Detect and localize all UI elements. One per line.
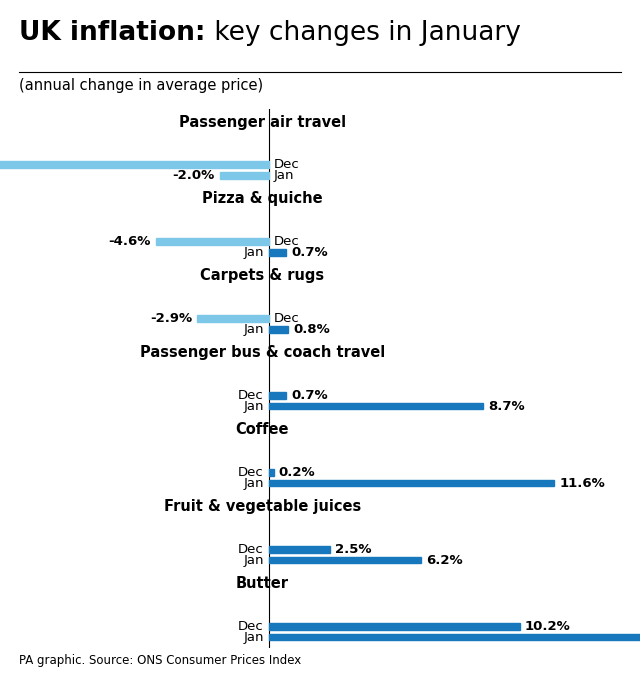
Text: Dec: Dec	[274, 312, 300, 325]
Text: 2.5%: 2.5%	[335, 543, 372, 556]
Bar	[220, 172, 269, 179]
Bar	[0, 161, 269, 168]
Text: 0.7%: 0.7%	[291, 389, 328, 402]
Bar	[269, 249, 286, 256]
Text: UK inflation:: UK inflation:	[19, 20, 205, 46]
Bar	[197, 315, 269, 322]
Text: PA graphic. Source: ONS Consumer Prices Index: PA graphic. Source: ONS Consumer Prices …	[19, 654, 301, 667]
Text: Jan: Jan	[243, 631, 264, 644]
Text: Jan: Jan	[243, 477, 264, 490]
Bar	[269, 634, 640, 640]
Text: 8.7%: 8.7%	[488, 400, 525, 413]
Text: Jan: Jan	[274, 169, 294, 182]
Bar	[269, 480, 554, 486]
Text: -2.9%: -2.9%	[150, 312, 192, 325]
Text: 0.2%: 0.2%	[279, 466, 316, 479]
Text: Pizza & quiche: Pizza & quiche	[202, 192, 323, 207]
Text: Fruit & vegetable juices: Fruit & vegetable juices	[164, 499, 361, 514]
Text: Passenger air travel: Passenger air travel	[179, 115, 346, 130]
Text: (annual change in average price): (annual change in average price)	[19, 78, 263, 93]
Text: 11.6%: 11.6%	[559, 477, 605, 490]
Bar	[269, 403, 483, 409]
Text: Coffee: Coffee	[236, 422, 289, 437]
Bar	[269, 546, 330, 552]
Bar	[269, 557, 421, 563]
Text: Dec: Dec	[274, 235, 300, 248]
Text: Jan: Jan	[243, 323, 264, 336]
Bar	[156, 238, 269, 245]
Text: -4.6%: -4.6%	[108, 235, 150, 248]
Bar	[269, 392, 286, 399]
Text: Dec: Dec	[238, 620, 264, 633]
Text: Dec: Dec	[238, 389, 264, 402]
Text: Carpets & rugs: Carpets & rugs	[200, 269, 324, 284]
Bar	[269, 469, 274, 475]
Text: Jan: Jan	[243, 246, 264, 258]
Text: Passenger bus & coach travel: Passenger bus & coach travel	[140, 345, 385, 360]
Text: Dec: Dec	[238, 543, 264, 556]
Bar	[269, 623, 520, 629]
Text: Dec: Dec	[274, 158, 300, 171]
Bar	[269, 326, 289, 333]
Text: 10.2%: 10.2%	[525, 620, 571, 633]
Text: Dec: Dec	[238, 466, 264, 479]
Text: 6.2%: 6.2%	[426, 554, 463, 567]
Text: Jan: Jan	[243, 400, 264, 413]
Text: 0.8%: 0.8%	[294, 323, 330, 336]
Text: 0.7%: 0.7%	[291, 246, 328, 258]
Text: Butter: Butter	[236, 576, 289, 591]
Text: key changes in January: key changes in January	[205, 20, 520, 46]
Text: Jan: Jan	[243, 554, 264, 567]
Text: -2.0%: -2.0%	[172, 169, 214, 182]
